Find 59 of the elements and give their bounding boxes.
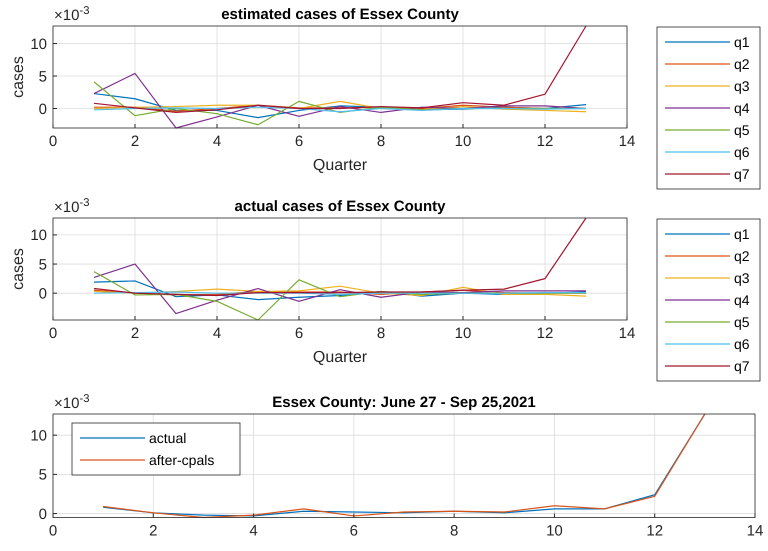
x-tick-label: 12 xyxy=(646,522,664,540)
line-series xyxy=(93,25,587,114)
y-tick-label: 5 xyxy=(38,466,47,484)
legend-label: q2 xyxy=(734,56,750,72)
x-tick-label: 6 xyxy=(350,522,358,540)
y-tick-label: 0 xyxy=(38,285,47,302)
chart-title: Essex County: June 27 - Sep 25,2021 xyxy=(272,394,536,411)
x-tick-label: 6 xyxy=(294,325,304,342)
x-axis-title: Quarter xyxy=(312,157,368,174)
x-tick-label: 2 xyxy=(149,522,158,540)
text: ×10$^{-3}$ xyxy=(54,393,90,412)
x-tick-label: 10 xyxy=(454,325,472,342)
x-tick-label: 10 xyxy=(454,133,472,150)
x-tick-label: 4 xyxy=(212,133,222,150)
legend-label: q1 xyxy=(734,226,750,242)
y-axis-title: cases xyxy=(10,248,27,290)
x-tick-label: 14 xyxy=(746,522,764,540)
text: ×10$^{-3}$ xyxy=(54,5,90,24)
y-tick-label: 10 xyxy=(30,227,47,244)
y-tick-label: 5 xyxy=(38,68,47,86)
legend-label: q2 xyxy=(734,248,750,264)
legend-label: q3 xyxy=(734,270,750,286)
line-series xyxy=(93,263,587,314)
legend-label: q4 xyxy=(734,100,750,116)
x-tick-label: 4 xyxy=(249,522,258,540)
x-tick-label: 2 xyxy=(130,133,140,150)
x-tick-label: 14 xyxy=(618,133,636,150)
x-tick-label: 8 xyxy=(450,522,458,540)
text: ×10$^{-3}$ xyxy=(54,197,90,216)
chart-title: actual cases of Essex County xyxy=(234,198,446,215)
legend-label: q3 xyxy=(734,78,750,94)
x-tick-label: 8 xyxy=(376,325,386,342)
legend-label: q6 xyxy=(734,144,750,160)
x-tick-label: 12 xyxy=(536,133,554,150)
y-tick-label: 0 xyxy=(38,100,47,118)
x-tick-label: 12 xyxy=(536,325,554,342)
line-series xyxy=(93,217,587,296)
x-axis-title: Quarter xyxy=(312,349,368,366)
legend-label: q1 xyxy=(734,34,750,50)
x-tick-label: 14 xyxy=(618,325,636,342)
y-tick-label: 5 xyxy=(38,256,47,274)
y-tick-label: 10 xyxy=(30,36,47,53)
legend-label: q7 xyxy=(734,358,750,374)
x-tick-label: 10 xyxy=(546,522,563,540)
x-tick-label: 4 xyxy=(212,325,222,342)
legend-label: after-cpals xyxy=(149,452,214,468)
legend-label: q5 xyxy=(734,122,750,138)
legend-label: q6 xyxy=(734,336,750,352)
chart-title: estimated cases of Essex County xyxy=(221,6,460,23)
y-tick-label: 0 xyxy=(38,506,47,523)
x-tick-label: 6 xyxy=(294,133,304,150)
legend-label: q5 xyxy=(734,314,750,330)
legend-label: q7 xyxy=(734,166,750,182)
x-tick-label: 8 xyxy=(376,133,386,150)
x-tick-label: 2 xyxy=(130,325,140,342)
y-tick-label: 10 xyxy=(30,427,47,444)
legend-label: q4 xyxy=(734,292,750,308)
legend-label: actual xyxy=(149,430,186,446)
y-axis-title: cases xyxy=(10,56,27,98)
